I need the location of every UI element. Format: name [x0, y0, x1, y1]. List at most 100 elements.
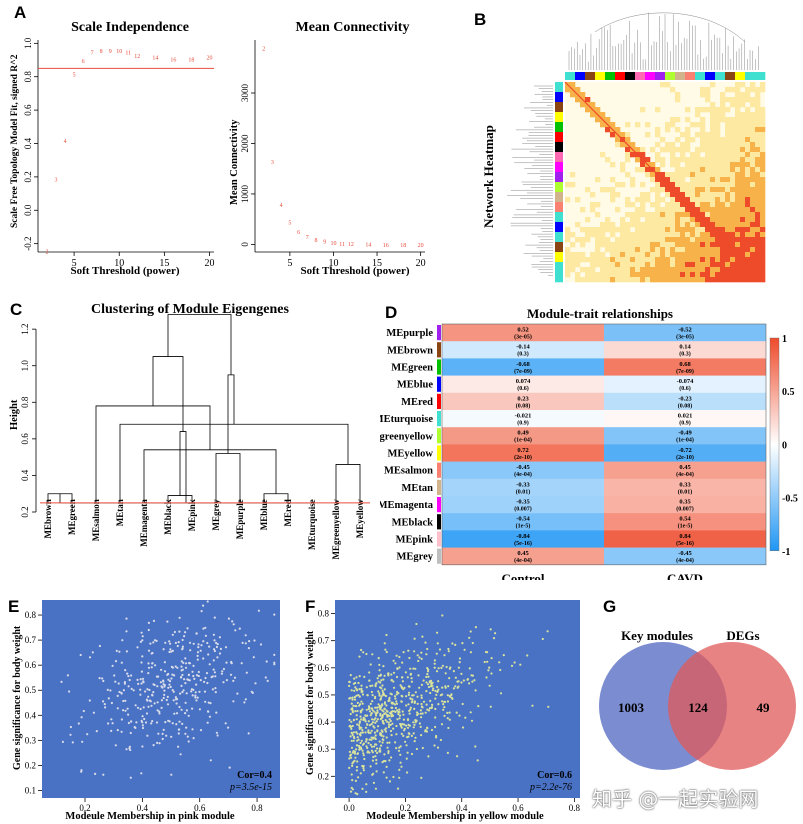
heatmap-cell: [670, 237, 676, 243]
heatmap-cell: [740, 112, 746, 118]
module-color-bar-left: [555, 82, 563, 93]
venn-set-label: DEGs: [726, 628, 759, 643]
heatmap-cell: [750, 117, 756, 123]
data-point: [400, 726, 403, 729]
dendrogram-merge: [179, 431, 187, 503]
data-point: [166, 673, 169, 676]
cell-value: -0.35: [516, 499, 530, 506]
panel-letter-c: C: [10, 300, 23, 319]
data-point: [349, 696, 352, 700]
data-point: [170, 773, 173, 776]
heatmap-cell: [675, 242, 681, 248]
data-point: [391, 701, 394, 704]
heatmap-cell: [645, 217, 651, 223]
row-label: MEpurple: [386, 328, 433, 339]
dendrogram-merge: [119, 423, 349, 503]
data-point: [169, 648, 172, 651]
colorbar-tick-label: 0.5: [782, 387, 795, 398]
data-point: [547, 705, 550, 708]
heatmap-cell: [720, 207, 726, 213]
leaf-label: MEsalmon: [91, 499, 101, 541]
data-point: [175, 723, 178, 726]
data-point: [387, 751, 390, 755]
data-point: [181, 673, 184, 677]
data-point: [139, 688, 142, 691]
heatmap-cell: [730, 182, 736, 188]
data-point: [353, 759, 356, 762]
heatmap-cell: [745, 162, 751, 168]
heatmap-cell: [604, 478, 766, 497]
data-point: [385, 633, 388, 637]
heatmap-cell: [700, 182, 706, 188]
data-point: [213, 649, 216, 653]
heatmap-cell: [675, 187, 681, 193]
data-point: [120, 661, 123, 664]
heatmap-cell: [610, 162, 616, 168]
heatmap-cell: [615, 252, 621, 258]
heatmap-cell: [710, 172, 716, 178]
heatmap-cell: [675, 172, 681, 178]
data-point: [441, 664, 444, 667]
dendrogram-branches: [47, 314, 361, 504]
data-point: [526, 654, 529, 657]
data-point: [437, 703, 440, 706]
heatmap-cell: [625, 237, 631, 243]
data-point: [383, 642, 386, 645]
heatmap-cell: [575, 262, 581, 268]
data-point: [452, 687, 455, 690]
data-point: [197, 674, 200, 678]
heatmap-cell: [710, 82, 716, 88]
heatmap-cell: [695, 132, 701, 138]
module-color-bar-left: [555, 142, 563, 153]
heatmap-cell: [680, 272, 686, 278]
heatmap-cell: [645, 157, 651, 163]
heatmap-cell: [675, 217, 681, 223]
data-point: [379, 673, 382, 676]
heatmap-cell: [725, 142, 731, 148]
data-point: [146, 688, 149, 691]
heatmap-cell: [700, 267, 706, 273]
panel-letter-d: D: [385, 303, 398, 322]
data-point: [151, 662, 154, 665]
heatmap-cell: [660, 262, 666, 268]
data-point: [490, 657, 493, 660]
data-point: [168, 683, 171, 686]
heatmap-cell: [730, 137, 736, 143]
heatmap-cell: [755, 212, 761, 218]
data-point: [350, 702, 353, 705]
data-point: [415, 747, 418, 751]
heatmap-cell: [665, 142, 671, 148]
heatmap-cell: [620, 247, 626, 253]
heatmap-cell: [665, 207, 671, 213]
heatmap-cell: [745, 202, 751, 208]
heatmap-cell: [705, 87, 711, 93]
heatmap-cell: [650, 237, 656, 243]
heatmap-cell: [720, 137, 726, 143]
data-point: [409, 673, 412, 676]
data-point: [207, 701, 210, 704]
data-point: [427, 685, 431, 689]
module-color-bar-top: [645, 72, 656, 80]
heatmap-cell: [442, 375, 604, 394]
heatmap-cell: [575, 237, 581, 243]
heatmap-cell: [635, 272, 641, 278]
data-point: [367, 707, 370, 711]
heatmap-cell: [740, 132, 746, 138]
data-point: [396, 718, 399, 721]
heatmap-cell: [640, 212, 646, 218]
heatmap-cell: [685, 127, 691, 133]
data-point: [360, 731, 363, 734]
data-point: [360, 739, 363, 742]
heatmap-cell: [630, 182, 636, 188]
plot-background: [42, 600, 280, 798]
y-tick-label: 0.2: [23, 171, 33, 182]
data-point: [170, 735, 173, 738]
heatmap-cell: [700, 257, 706, 263]
data-point: [116, 694, 119, 697]
data-point: [426, 727, 429, 730]
heatmap-cell: [760, 152, 766, 158]
data-point: [195, 683, 198, 686]
heatmap-cell: [715, 137, 721, 143]
heatmap-cell: [655, 247, 661, 253]
